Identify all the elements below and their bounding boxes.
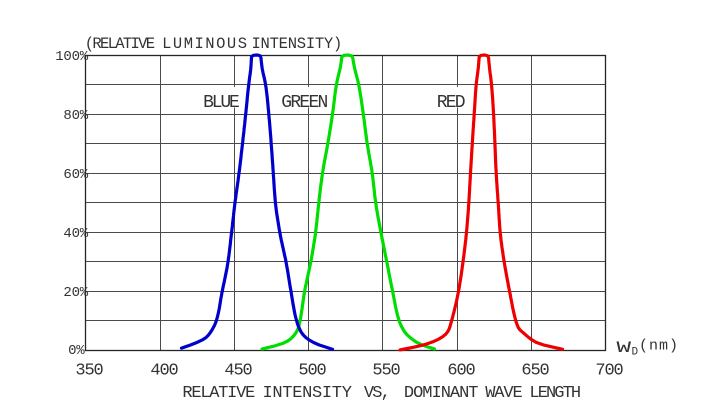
svg-text:DOMINANT: DOMINANT [404, 384, 479, 403]
svg-text:(nm): (nm) [639, 338, 679, 355]
svg-text:INTENSITY: INTENSITY [263, 384, 352, 403]
svg-text:RED: RED [437, 93, 466, 113]
svg-text:0%: 0% [68, 343, 85, 359]
svg-text:60%: 60% [63, 167, 88, 183]
svg-text:GREEN: GREEN [281, 93, 328, 113]
svg-text:100%: 100% [55, 49, 89, 65]
svg-text:W: W [617, 339, 632, 357]
svg-text:500: 500 [298, 362, 326, 381]
svg-text:20%: 20% [63, 285, 88, 301]
svg-text:80%: 80% [63, 108, 88, 124]
svg-text:450: 450 [224, 362, 252, 381]
svg-text:LUMINOUS: LUMINOUS [162, 35, 247, 53]
svg-text:WAVE: WAVE [485, 384, 523, 403]
svg-text:350: 350 [75, 362, 103, 381]
svg-text:400: 400 [150, 362, 178, 381]
svg-text:600: 600 [447, 362, 475, 381]
svg-text:RELATIVE: RELATIVE [182, 384, 255, 403]
svg-text:BLUE: BLUE [203, 93, 240, 113]
svg-text:(RELATIVE: (RELATIVE [85, 35, 155, 53]
svg-text:700: 700 [595, 362, 623, 381]
svg-text:650: 650 [521, 362, 549, 381]
svg-text:550: 550 [372, 362, 400, 381]
svg-text:LENGTH: LENGTH [529, 384, 581, 403]
svg-text:40%: 40% [63, 226, 88, 242]
svg-text:INTENSITY): INTENSITY) [252, 35, 343, 53]
svg-text:VS,: VS, [364, 384, 391, 403]
svg-text:D: D [632, 347, 639, 359]
